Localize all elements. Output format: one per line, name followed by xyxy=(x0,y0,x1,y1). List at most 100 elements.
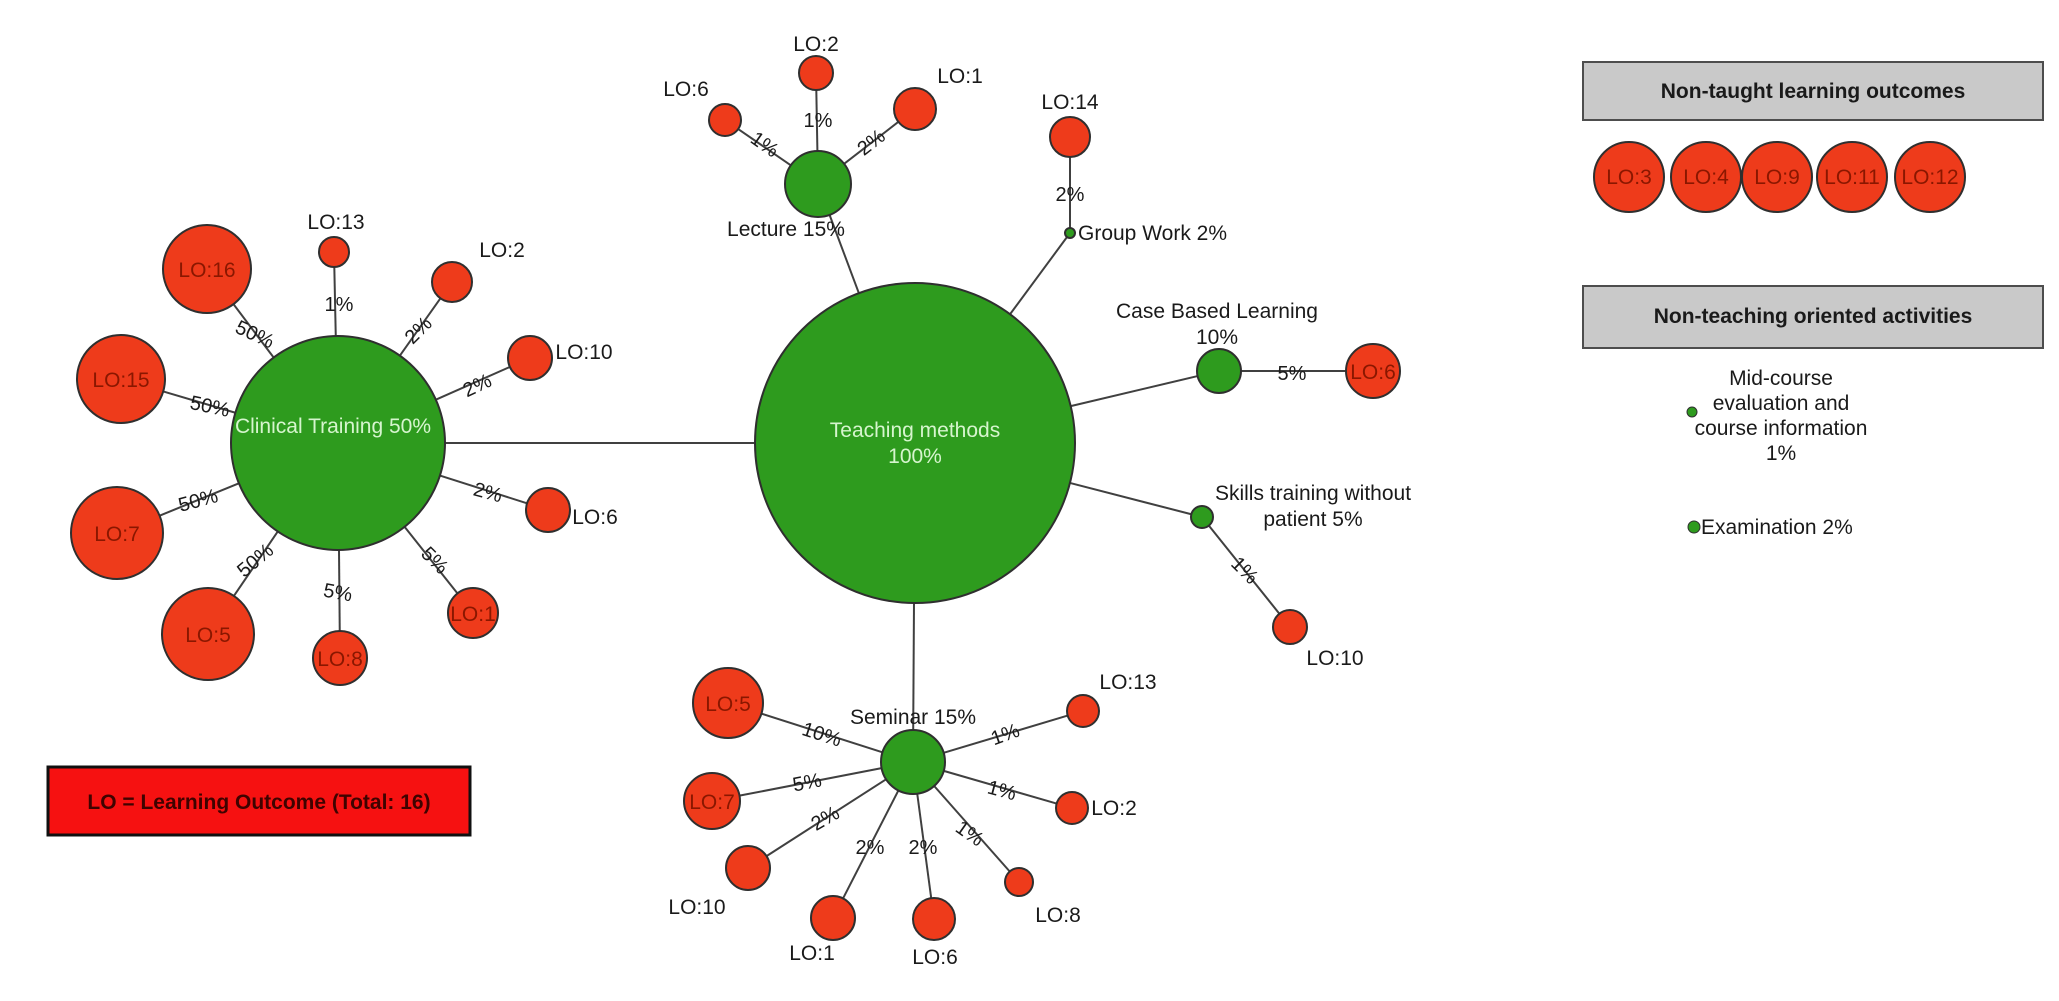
edge-seminar-s_lo7 xyxy=(739,767,882,797)
node-seminar-label: Seminar 15% xyxy=(850,706,976,729)
node-cbl_lo6-label: LO:6 xyxy=(1350,361,1396,384)
edge-clinical-c_lo5 xyxy=(233,530,279,597)
non-taught-outcome-4-label: LO:11 xyxy=(1824,166,1880,189)
legend-box xyxy=(46,765,472,837)
examination-label: Examination 2% xyxy=(1701,516,1853,539)
node-groupwork-label: Group Work 2% xyxy=(1078,222,1227,245)
edge-seminar-s_lo13 xyxy=(943,714,1068,754)
edge-seminar-s_lo8 xyxy=(933,785,1011,873)
node-s_lo13-label: LO:13 xyxy=(1099,671,1156,694)
node-c_lo13-label: LO:13 xyxy=(307,211,364,234)
edge-groupwork-lo14-percent-label: 2% xyxy=(1056,184,1085,206)
node-c_lo6-label: LO:6 xyxy=(572,506,618,529)
edge-clinical-c_lo7 xyxy=(159,482,240,517)
edge-seminar-s_lo10-percent-label: 2% xyxy=(807,802,843,836)
node-s_lo7 xyxy=(683,772,741,830)
edge-clinical-c_lo16 xyxy=(232,303,275,359)
node-skills xyxy=(1190,505,1214,529)
non-taught-outcome-5-label: LO:12 xyxy=(1901,166,1958,189)
non-teaching-activities: Mid-course evaluation and course informati… xyxy=(1686,367,1868,539)
node-c_lo1 xyxy=(447,587,499,639)
node-c_lo15-label: LO:15 xyxy=(92,369,149,392)
edge-clinical-c_lo6-percent-label: 2% xyxy=(471,479,505,508)
edge-clinical-c_lo8-percent-label: 5% xyxy=(322,580,355,607)
edge-lecture-l_lo2 xyxy=(815,89,819,152)
edge-teaching-lecture xyxy=(828,214,860,294)
edge-seminar-s_lo7-percent-label: 5% xyxy=(791,769,824,796)
node-l_lo1 xyxy=(893,87,937,131)
edge-lecture-l_lo6 xyxy=(737,128,792,167)
edge-clinical-c_lo7-percent-label: 50% xyxy=(176,485,221,517)
node-c_lo6 xyxy=(525,487,571,533)
node-clinical-label: Clinical Training 50% xyxy=(235,415,431,438)
non-taught-outcome-1 xyxy=(1593,141,1665,213)
examination-dot xyxy=(1687,520,1701,534)
non-teaching-panel-title: Non-teaching oriented activities xyxy=(1654,305,1973,328)
node-c_lo5 xyxy=(161,587,255,681)
node-cbl xyxy=(1196,348,1242,394)
edge-lecture-l_lo1-percent-label: 2% xyxy=(853,125,889,160)
node-c_lo1-label: LO:1 xyxy=(450,603,496,626)
node-lecture-label: Lecture 15% xyxy=(727,218,845,241)
edge-clinical-c_lo10-percent-label: 2% xyxy=(460,370,496,402)
node-cbl_lo6 xyxy=(1345,343,1401,399)
node-lecture xyxy=(784,150,852,218)
non-taught-panel-title: Non-taught learning outcomes xyxy=(1661,80,1966,103)
node-teaching-label: Teaching methods 100% xyxy=(830,419,1000,468)
edge-skills-sk_lo10 xyxy=(1208,524,1281,615)
legend-label: LO = Learning Outcome (Total: 16) xyxy=(87,791,430,814)
node-s_lo1 xyxy=(810,895,856,941)
node-l_lo2 xyxy=(798,55,834,91)
edge-teaching-groupwork xyxy=(1009,236,1068,315)
node-s_lo13 xyxy=(1066,694,1100,728)
edge-skills-sk_lo10-percent-label: 1% xyxy=(1226,553,1262,589)
node-c_lo15 xyxy=(76,334,166,424)
node-lo14-label: LO:14 xyxy=(1041,91,1099,114)
node-c_lo16 xyxy=(162,224,252,314)
edge-teaching-seminar xyxy=(912,602,915,731)
nodes-layer xyxy=(70,55,1401,941)
node-c_lo7 xyxy=(70,486,164,580)
non-taught-outcome-3-label: LO:9 xyxy=(1754,166,1800,189)
node-c_lo8-label: LO:8 xyxy=(317,648,363,671)
edge-clinical-c_lo1 xyxy=(403,526,459,595)
edge-clinical-c_lo13 xyxy=(333,266,337,337)
node-s_lo6-label: LO:6 xyxy=(912,946,958,969)
non-taught-panel-header xyxy=(1582,61,2044,121)
non-teaching-panel-header xyxy=(1582,285,2044,349)
edge-clinical-c_lo6 xyxy=(439,474,528,505)
node-s_lo2 xyxy=(1055,791,1089,825)
edge-teaching-skills xyxy=(1069,481,1192,516)
edge-seminar-s_lo2 xyxy=(943,769,1057,805)
node-s_lo10 xyxy=(725,845,771,891)
node-l_lo1-label: LO:1 xyxy=(937,65,983,88)
edge-lecture-l_lo2-percent-label: 1% xyxy=(804,110,833,132)
edge-seminar-s_lo1-percent-label: 2% xyxy=(856,837,885,859)
edge-clinical-c_lo13-percent-label: 1% xyxy=(325,294,354,316)
edge-clinical-c_lo16-percent-label: 50% xyxy=(232,316,278,353)
node-clinical xyxy=(230,335,446,551)
node-s_lo1-label: LO:1 xyxy=(789,942,835,965)
edge-clinical-c_lo2 xyxy=(399,297,442,357)
non-taught-outcome-3 xyxy=(1741,141,1813,213)
node-c_lo7-label: LO:7 xyxy=(94,523,140,546)
node-c_lo5-label: LO:5 xyxy=(185,624,231,647)
edge-seminar-s_lo6 xyxy=(916,793,933,899)
node-seminar xyxy=(880,729,946,795)
node-s_lo7-label: LO:7 xyxy=(689,791,735,814)
edge-clinical-c_lo2-percent-label: 2% xyxy=(401,313,437,349)
edge-clinical-c_lo8 xyxy=(337,549,341,632)
node-s_lo5 xyxy=(692,667,764,739)
node-sk_lo10 xyxy=(1272,609,1308,645)
node-c_lo10 xyxy=(507,335,553,381)
node-s_lo2-label: LO:2 xyxy=(1091,797,1137,820)
node-s_lo6 xyxy=(912,897,956,941)
edges-layer xyxy=(159,89,1346,899)
edge-clinical-c_lo10 xyxy=(435,365,511,401)
edge-seminar-s_lo8-percent-label: 1% xyxy=(951,817,987,852)
node-c_lo16-label: LO:16 xyxy=(178,259,235,282)
mid-course-evaluation-label: Mid-course evaluation and course informati… xyxy=(1695,367,1868,465)
node-cbl-label: Case Based Learning 10% xyxy=(1116,300,1318,349)
node-l_lo2-label: LO:2 xyxy=(793,33,839,56)
node-c_lo2 xyxy=(431,261,473,303)
